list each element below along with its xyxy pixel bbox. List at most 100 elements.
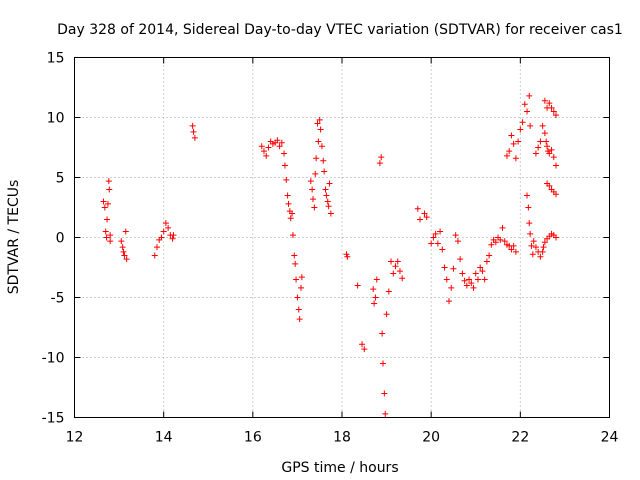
- data-point: [361, 346, 368, 353]
- x-tick-label: 18: [333, 430, 351, 446]
- data-point: [546, 100, 553, 107]
- data-point: [106, 186, 113, 193]
- data-point: [439, 246, 446, 253]
- x-tick-label: 20: [422, 430, 440, 446]
- data-point: [371, 300, 378, 307]
- data-point: [294, 294, 301, 301]
- data-point: [463, 282, 470, 289]
- data-point: [446, 298, 452, 305]
- data-point: [309, 186, 316, 193]
- data-point: [521, 101, 528, 108]
- data-point: [524, 108, 531, 115]
- data-point: [483, 258, 490, 265]
- data-point: [289, 210, 296, 217]
- data-point: [540, 244, 547, 251]
- grid: [74, 57, 610, 418]
- data-point: [499, 224, 506, 231]
- data-point: [434, 240, 441, 247]
- data-point: [461, 277, 468, 284]
- data-point: [284, 192, 291, 199]
- data-point: [528, 242, 535, 249]
- data-point: [312, 170, 319, 177]
- data-point: [432, 230, 439, 237]
- data-point: [421, 210, 428, 217]
- data-point: [527, 230, 534, 237]
- data-point: [525, 204, 532, 211]
- data-point: [508, 246, 515, 253]
- y-tick-label: 10: [47, 111, 65, 127]
- data-point: [285, 200, 292, 207]
- tick-labels: 12 14 16 18 20 22 24 15 10 5 0 -5 -10 -15: [42, 51, 619, 446]
- data-point: [457, 256, 464, 263]
- data-point: [372, 294, 379, 301]
- data-point: [101, 204, 108, 211]
- data-point: [535, 144, 542, 151]
- data-point: [515, 138, 522, 145]
- y-tick-label: 0: [56, 231, 65, 247]
- data-point: [258, 143, 265, 150]
- data-point: [291, 252, 298, 259]
- data-point: [428, 240, 435, 247]
- data-point: [503, 152, 510, 159]
- data-point: [399, 275, 406, 282]
- data-point: [512, 155, 519, 162]
- data-point: [298, 274, 305, 281]
- data-point: [454, 238, 461, 245]
- x-tick-label: 12: [66, 430, 84, 446]
- data-point: [539, 248, 546, 255]
- data-point: [388, 258, 395, 265]
- data-point: [293, 276, 300, 283]
- data-point: [105, 178, 112, 185]
- y-tick-label: 15: [47, 51, 65, 67]
- data-point: [191, 134, 198, 141]
- data-point: [396, 268, 403, 275]
- data-point: [550, 154, 557, 161]
- data-point: [553, 234, 559, 241]
- data-point: [414, 205, 421, 212]
- data-point: [544, 143, 551, 150]
- x-axis-title: GPS time / hours: [281, 460, 398, 476]
- data-point: [470, 284, 477, 291]
- data-point: [307, 178, 314, 185]
- data-point: [488, 241, 495, 248]
- data-point: [373, 276, 380, 283]
- data-point: [486, 252, 493, 259]
- data-point: [189, 122, 196, 129]
- data-point: [392, 263, 399, 270]
- data-point: [278, 139, 285, 146]
- data-point: [437, 228, 444, 235]
- data-point: [417, 216, 424, 223]
- data-point: [121, 252, 128, 259]
- data-point: [281, 150, 288, 157]
- data-point: [310, 196, 317, 203]
- data-point: [497, 236, 504, 243]
- data-point: [311, 204, 318, 211]
- data-point: [510, 140, 517, 147]
- data-point: [383, 311, 390, 318]
- data-point: [524, 192, 531, 199]
- data-point: [553, 191, 559, 198]
- y-tick-label: 5: [56, 171, 65, 187]
- data-point: [532, 244, 539, 251]
- data-point: [448, 284, 455, 291]
- data-point: [107, 238, 114, 245]
- data-point: [530, 238, 537, 245]
- data-point: [162, 220, 169, 227]
- data-point: [327, 210, 334, 217]
- data-point: [390, 270, 397, 277]
- data-point: [344, 253, 351, 260]
- data-point: [295, 306, 302, 313]
- data-point: [160, 228, 167, 235]
- data-point: [315, 138, 322, 145]
- data-point: [104, 200, 111, 207]
- data-point: [553, 112, 559, 119]
- data-point: [546, 182, 553, 189]
- data-point: [519, 119, 526, 126]
- data-point: [102, 228, 109, 235]
- data-point: [517, 126, 524, 133]
- x-tick-label: 24: [601, 430, 619, 446]
- data-point: [103, 234, 110, 241]
- data-point: [296, 316, 303, 323]
- data-point: [537, 138, 544, 145]
